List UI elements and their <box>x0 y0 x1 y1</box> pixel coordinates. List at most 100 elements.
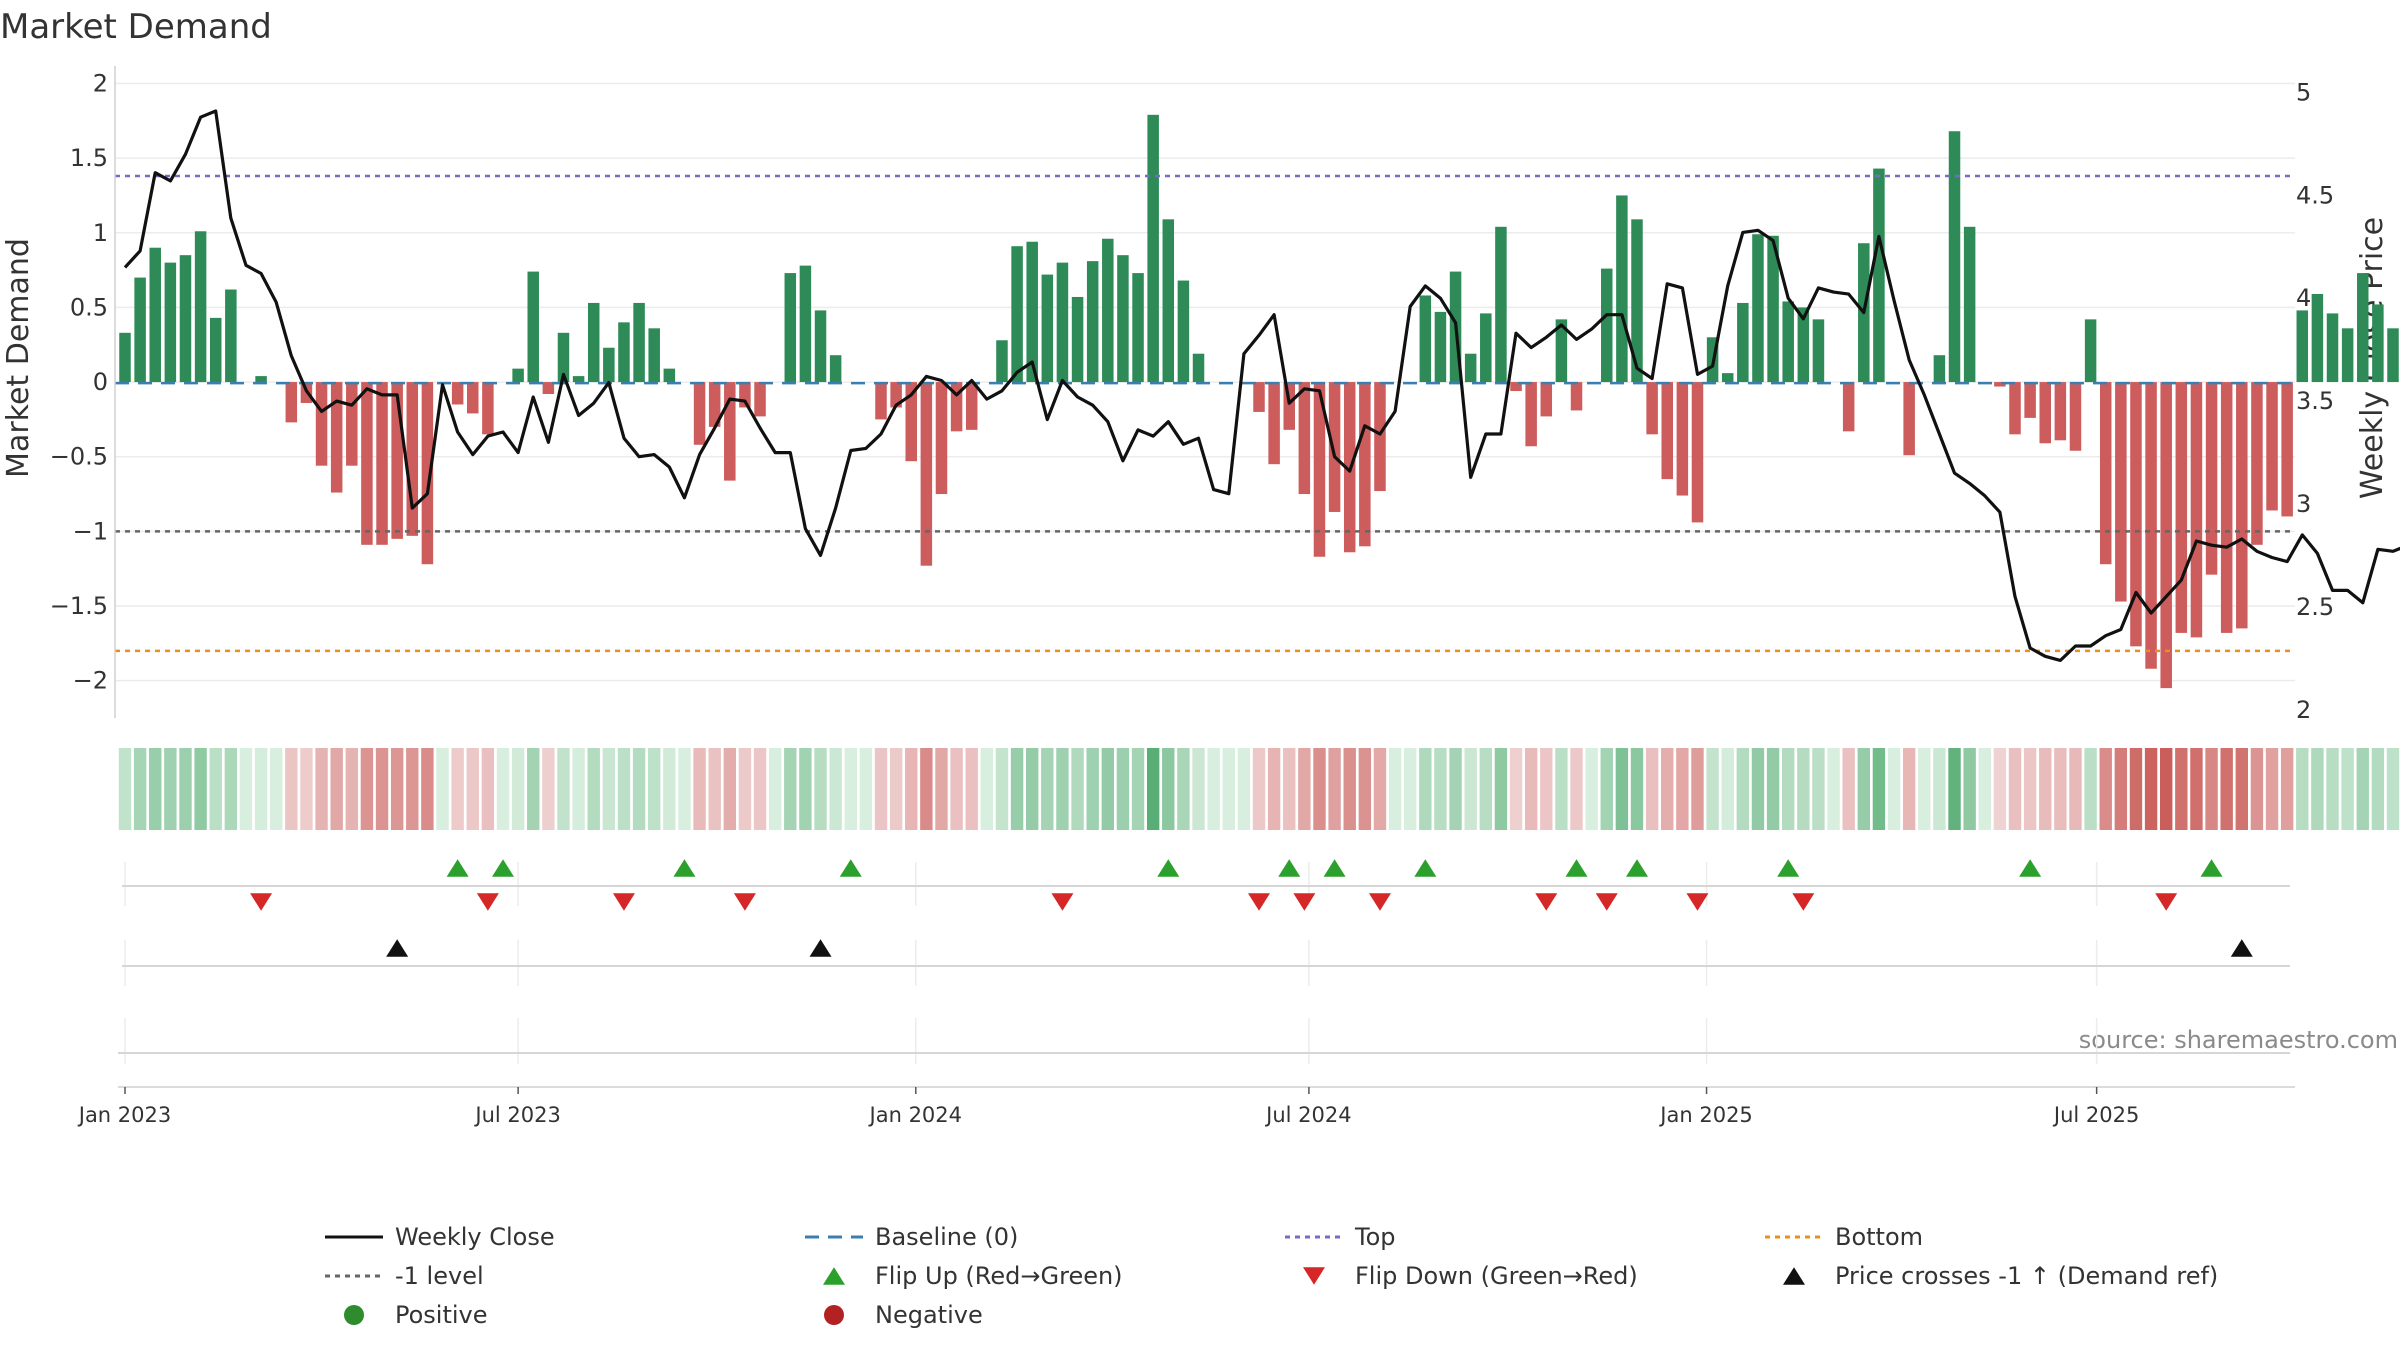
demand-strip-cell <box>935 748 948 830</box>
demand-bar-negative <box>1570 382 1583 411</box>
demand-bar-negative <box>1268 382 1280 465</box>
demand-bar-positive <box>119 332 131 383</box>
demand-strip-cell <box>1872 748 1886 830</box>
demand-strip-cell <box>2326 748 2339 830</box>
demand-strip-cell <box>1782 748 1795 830</box>
demand-bar-positive <box>209 317 222 383</box>
y2-tick-label: 3.5 <box>2296 387 2334 415</box>
demand-bar-negative <box>482 382 494 435</box>
demand-strip-cell <box>1252 748 1266 830</box>
legend-label-neg: Negative <box>875 1301 983 1329</box>
demand-strip-cell <box>678 748 691 830</box>
demand-bar-positive <box>225 289 237 383</box>
demand-bar-negative <box>391 382 403 539</box>
legend-label-top: Top <box>1354 1223 1396 1251</box>
demand-bar-positive <box>194 231 207 383</box>
demand-strip-cell <box>285 748 298 830</box>
demand-strip-cell <box>874 748 888 830</box>
demand-bar-positive <box>2372 304 2384 383</box>
flip-up-marker <box>446 859 469 877</box>
x-tick-label: Jul 2023 <box>473 1103 560 1127</box>
demand-strip-cell <box>2356 748 2369 830</box>
demand-strip-cell <box>1993 748 2007 830</box>
demand-strip-cell <box>149 748 162 830</box>
demand-strip-cell <box>632 748 646 830</box>
demand-strip-cell <box>1404 748 1417 830</box>
demand-strip-cell <box>768 748 782 830</box>
legend-label-flipdown: Flip Down (Green→Red) <box>1355 1262 1638 1290</box>
demand-strip-cell <box>390 748 404 830</box>
demand-bar-positive <box>1631 219 1643 383</box>
demand-strip-cell <box>1812 748 1825 830</box>
demand-bar-negative <box>2115 382 2127 602</box>
legend-label-minus1: -1 level <box>395 1262 484 1290</box>
demand-bar-positive <box>1056 262 1069 383</box>
demand-strip-cell <box>889 748 903 830</box>
demand-bar-positive <box>1495 226 1507 383</box>
demand-bar-positive <box>512 368 524 383</box>
demand-bar-positive <box>1071 296 1084 383</box>
flip-up-marker <box>2200 859 2223 877</box>
demand-bar-negative <box>2054 382 2067 441</box>
demand-bar-positive <box>2387 328 2399 383</box>
demand-bar-positive <box>572 376 585 383</box>
flip-down-marker <box>1368 893 1391 911</box>
demand-bar-positive <box>2341 328 2354 383</box>
demand-bar-negative <box>1510 382 1522 392</box>
demand-strip-cell <box>1736 748 1750 830</box>
demand-strip-cell <box>1086 748 1099 830</box>
demand-strip-cell <box>1509 748 1523 830</box>
y2-tick-label: 3 <box>2296 490 2311 518</box>
y2-tick-label: 4.5 <box>2296 181 2334 209</box>
demand-strip-cell <box>1464 748 1477 830</box>
demand-strip-cell <box>2129 748 2143 830</box>
demand-strip-cell <box>511 748 525 830</box>
demand-bar-negative <box>1359 382 1371 547</box>
demand-strip-cell <box>1237 748 1251 830</box>
demand-strip-cell <box>814 748 827 830</box>
demand-strip-cell <box>1298 748 1311 830</box>
demand-bar-positive <box>648 328 660 383</box>
flip-up-marker <box>1565 859 1588 877</box>
flip-up-marker <box>1414 859 1437 877</box>
demand-strip-cell <box>1630 748 1644 830</box>
demand-bar-negative <box>693 382 706 445</box>
demand-strip-cell <box>481 748 495 830</box>
demand-strip-cell <box>239 748 253 830</box>
demand-strip-cell <box>1192 748 1205 830</box>
demand-bar-positive <box>799 265 812 383</box>
demand-strip-cell <box>1570 748 1583 830</box>
demand-bar-positive <box>179 255 192 383</box>
demand-bar-positive <box>1026 241 1038 383</box>
flip-down-marker <box>612 893 635 911</box>
demand-strip-cell <box>693 748 706 830</box>
demand-strip-cell <box>1540 748 1553 830</box>
demand-strip-cell <box>920 748 933 830</box>
demand-bar-negative <box>542 382 555 395</box>
demand-strip-cell <box>1676 748 1689 830</box>
x-tick-label: Jul 2025 <box>2052 1103 2139 1127</box>
demand-strip-cell <box>2144 748 2158 830</box>
demand-bar-positive <box>149 247 161 383</box>
y-tick-label: 0 <box>93 368 108 396</box>
demand-bar-positive <box>1963 226 1976 383</box>
demand-bar-negative <box>2145 382 2157 669</box>
legend-label-pos: Positive <box>395 1301 488 1329</box>
demand-bar-positive <box>1041 274 1054 383</box>
flip-down-marker <box>476 893 499 911</box>
demand-strip-cell <box>753 748 767 830</box>
demand-strip-cell <box>270 748 283 830</box>
demand-strip-cell <box>527 748 540 830</box>
demand-bar-positive <box>1086 261 1099 383</box>
demand-strip-cell <box>1041 748 1054 830</box>
demand-strip-cell <box>1978 748 1991 830</box>
y-tick-label: 1 <box>93 219 108 247</box>
demand-strip-cell <box>1449 748 1462 830</box>
demand-bar-positive <box>1721 373 1734 383</box>
flip-down-marker <box>1595 893 1618 911</box>
demand-strip-cell <box>1933 748 1946 830</box>
demand-bar-negative <box>1328 382 1341 512</box>
demand-strip-cell <box>2341 748 2354 830</box>
flip-up-marker <box>2019 859 2042 877</box>
y-tick-label: −2 <box>73 667 108 695</box>
